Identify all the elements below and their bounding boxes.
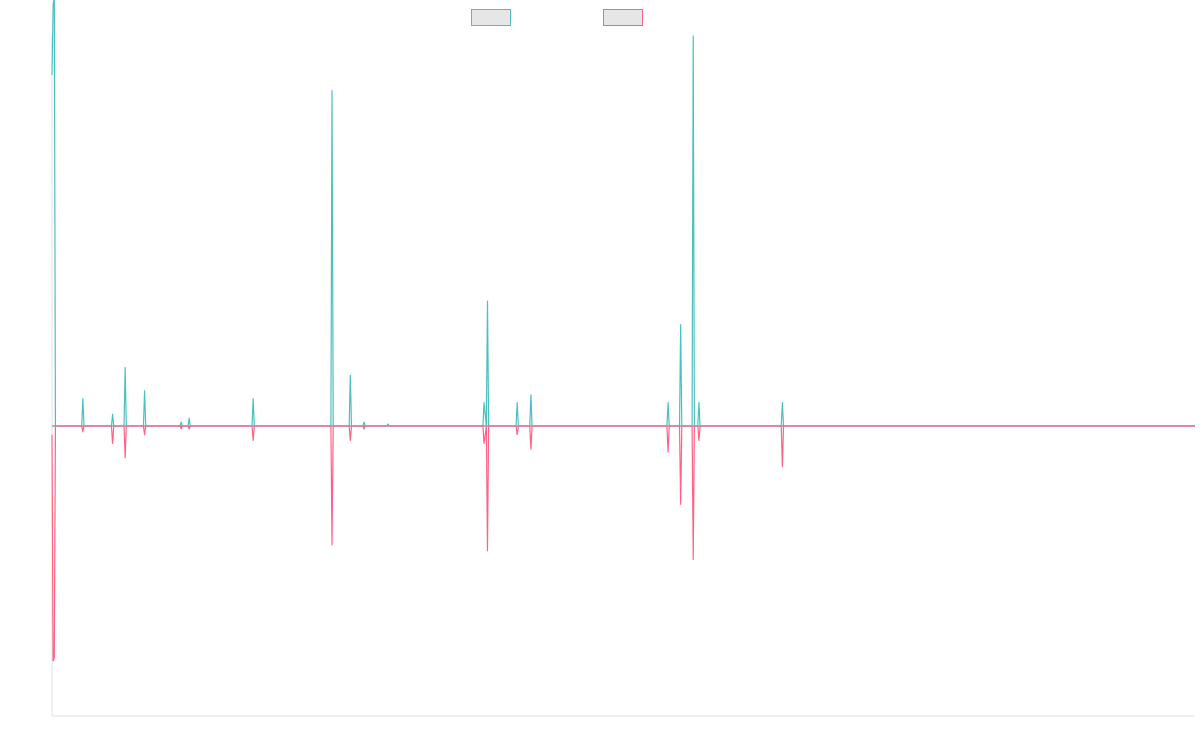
series-line-1 [51,0,1195,427]
legend-swatch-series-2[interactable] [603,9,643,26]
axis-layer [51,36,1195,717]
legend-swatch-series-1[interactable] [471,9,511,26]
series-line-2 [51,425,1195,662]
series-layer [51,0,1195,662]
